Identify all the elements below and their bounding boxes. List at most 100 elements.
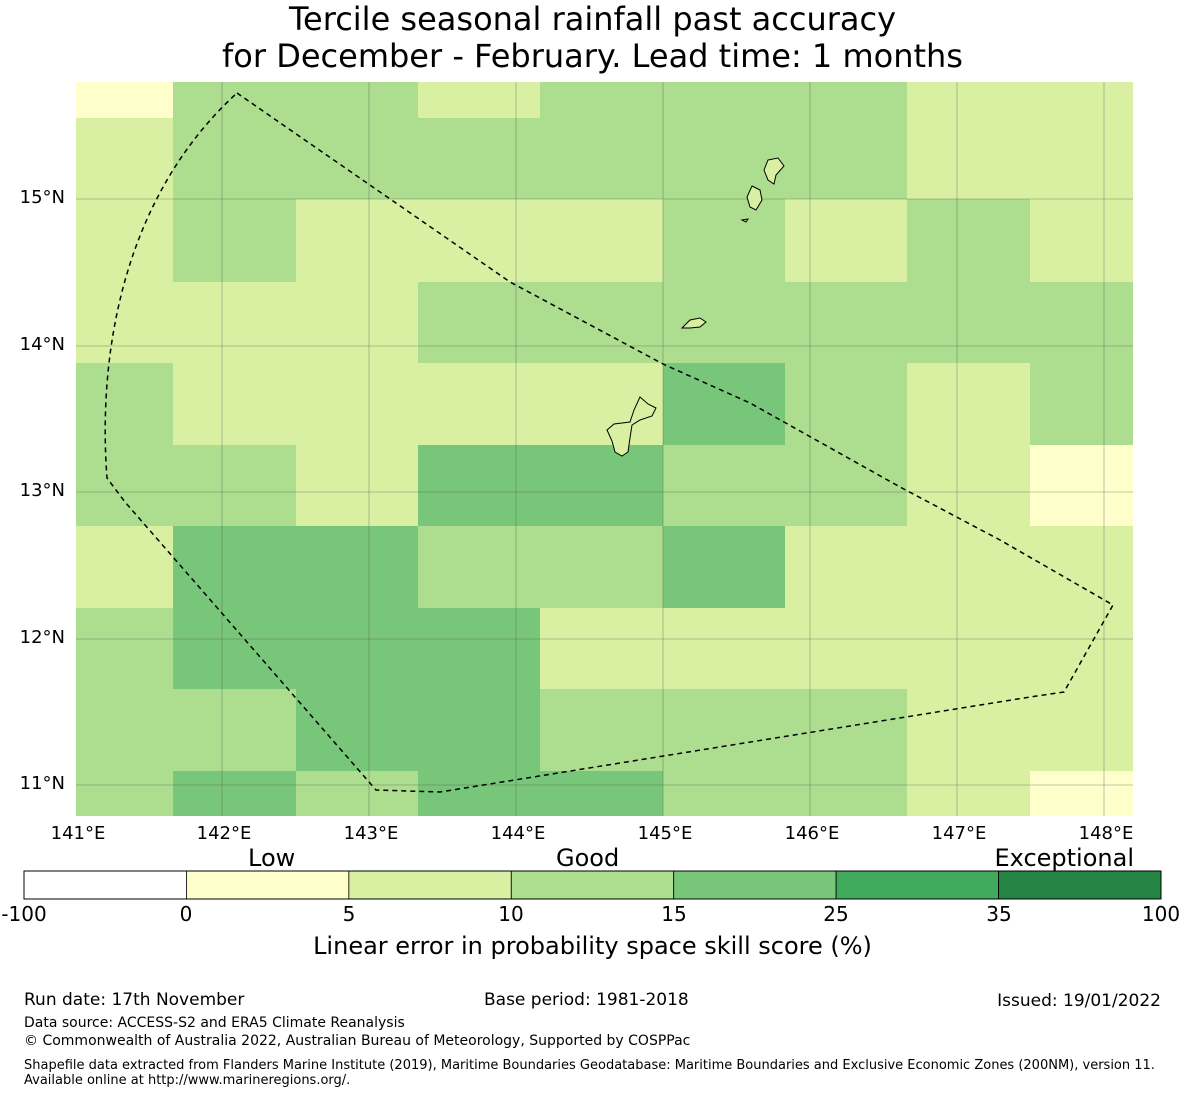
grid-cell — [907, 526, 1030, 608]
grid-cell — [663, 771, 785, 816]
grid-cell — [540, 282, 663, 363]
grid-cell — [540, 118, 663, 199]
colorbar-bins — [23, 870, 1162, 900]
lon-label-145e: 145°E — [637, 823, 693, 844]
colorbar-tick: 25 — [823, 902, 849, 926]
grid-cell — [907, 689, 1030, 771]
grid-cell — [540, 689, 663, 771]
lon-label-146e: 146°E — [784, 823, 840, 844]
grid-cell — [296, 199, 418, 282]
lat-label-14n: 14°N — [19, 334, 65, 355]
grid-cell — [1030, 199, 1133, 282]
copyright: © Commonwealth of Australia 2022, Austra… — [24, 1033, 691, 1049]
colorbar-bin — [998, 870, 1162, 900]
colorbar-tick: 100 — [1141, 902, 1181, 926]
lat-label-11n: 11°N — [19, 773, 65, 794]
map-title-line-1: Tercile seasonal rainfall past accuracy — [288, 0, 897, 38]
colorbar-bin — [673, 870, 837, 900]
grid-cell — [296, 608, 418, 689]
colorbar-bin — [510, 870, 675, 900]
eez-boundary — [104, 92, 1115, 793]
grid-cell — [296, 118, 418, 199]
grid-cell — [540, 771, 663, 816]
colorbar-bin — [348, 870, 512, 900]
grid-cell — [785, 82, 907, 118]
run-date: Run date: 17th November — [24, 990, 245, 1010]
graticule — [76, 82, 1133, 816]
skill-grid — [76, 82, 1133, 816]
lat-label-12n: 12°N — [19, 627, 65, 648]
grid-cell — [173, 82, 296, 118]
grid-cell — [540, 199, 663, 282]
grid-cell — [418, 82, 540, 118]
grid-cell — [418, 445, 540, 526]
lat-label-13n: 13°N — [19, 480, 65, 501]
colorbar-label: Linear error in probability space skill … — [313, 932, 872, 960]
grid-cell — [418, 363, 540, 445]
grid-cell — [296, 526, 418, 608]
island-rota — [680, 317, 707, 329]
grid-cell — [76, 608, 173, 689]
grid-cell — [785, 282, 907, 363]
category-good: Good — [556, 844, 620, 872]
grid-cell — [663, 363, 785, 445]
grid-cell — [785, 608, 907, 689]
base-period: Base period: 1981-2018 — [484, 990, 689, 1010]
colorbar-tick: 10 — [498, 902, 524, 926]
island-guam — [606, 396, 657, 457]
grid-cell — [296, 771, 418, 816]
lat-label-15n: 15°N — [19, 187, 65, 208]
grid-cell — [663, 282, 785, 363]
island-aguijan — [740, 218, 750, 223]
grid-cell — [76, 363, 173, 445]
grid-cell — [76, 199, 173, 282]
grid-cell — [76, 282, 173, 363]
grid-cell — [173, 689, 296, 771]
lon-label-143e: 143°E — [343, 823, 399, 844]
grid-cell — [1030, 445, 1133, 526]
lon-label-141e: 141°E — [50, 823, 106, 844]
lon-label-147e: 147°E — [931, 823, 987, 844]
grid-cell — [663, 199, 785, 282]
colorbar-tick: -100 — [1, 902, 47, 926]
grid-cell — [76, 118, 173, 199]
grid-cell — [173, 282, 296, 363]
grid-cell — [296, 445, 418, 526]
category-exceptional: Exceptional — [994, 844, 1135, 872]
grid-cell — [418, 282, 540, 363]
lon-label-142e: 142°E — [196, 823, 252, 844]
issued-date: Issued: 19/01/2022 — [997, 991, 1161, 1011]
grid-cell — [1030, 118, 1133, 199]
grid-cell — [785, 363, 907, 445]
grid-cell — [418, 199, 540, 282]
grid-cell — [296, 689, 418, 771]
grid-cell — [663, 82, 785, 118]
colorbar-tick: 15 — [661, 902, 687, 926]
grid-cell — [907, 118, 1030, 199]
grid-cell — [173, 118, 296, 199]
colorbar-bin — [835, 870, 999, 900]
grid-cell — [540, 82, 663, 118]
grid-cell — [418, 118, 540, 199]
shapefile-credit: Shapefile data extracted from Flanders M… — [24, 1058, 1155, 1088]
grid-cell — [173, 526, 296, 608]
data-source: Data source: ACCESS-S2 and ERA5 Climate … — [24, 1015, 405, 1031]
grid-cell — [785, 445, 907, 526]
island-tinian-saipan — [746, 185, 763, 211]
grid-cell — [907, 771, 1030, 816]
category-low: Low — [248, 844, 296, 872]
lon-label-148e: 148°E — [1078, 823, 1134, 844]
grid-cell — [296, 82, 418, 118]
grid-cell — [418, 608, 540, 689]
grid-cell — [785, 199, 907, 282]
grid-cell — [785, 771, 907, 816]
grid-cell — [76, 445, 173, 526]
island-saipan — [763, 157, 785, 185]
grid-cell — [663, 445, 785, 526]
colorbar-tick: 5 — [342, 902, 356, 926]
grid-cell — [418, 526, 540, 608]
colorbar-tick: 35 — [986, 902, 1012, 926]
grid-cell — [663, 608, 785, 689]
